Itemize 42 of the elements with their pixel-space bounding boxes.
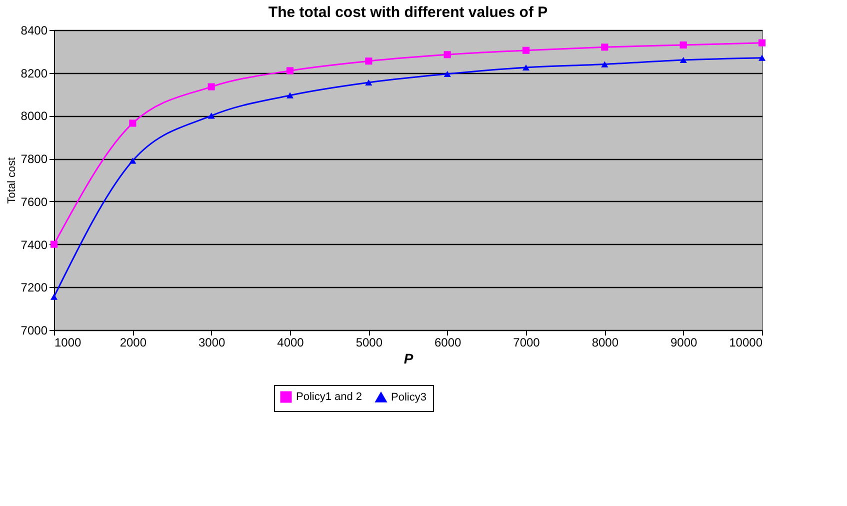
point [522,46,530,54]
y-tick-label: 7800 [20,152,48,166]
x-tick-label: 9000 [670,336,698,350]
point [286,67,294,74]
point [208,83,215,90]
y-tick-label: 7600 [20,194,48,209]
x-axis-title: P [404,350,414,366]
x-tick-label: 1000 [54,336,82,350]
point [286,92,294,98]
x-tick-label: 6000 [434,336,462,350]
chart-title: The total cost with different values of P [268,4,548,21]
point [129,120,136,127]
point [444,70,451,77]
y-tick-label: 7400 [20,238,48,252]
y-tick-label: 7000 [20,324,48,338]
y-tick-label: 8000 [20,109,48,124]
legend-label: Policy1 and 2 [296,391,362,403]
point [208,112,215,119]
x-tick-label: 5000 [356,336,383,350]
x-tick-label: 8000 [592,336,619,350]
point [758,54,766,61]
y-tick-label: 7200 [20,280,48,295]
point [129,158,136,164]
point [365,79,372,86]
x-tick-label: 7000 [513,336,540,350]
point [601,44,608,51]
x-tick-label: 10000 [729,336,763,350]
point [680,41,687,49]
x-tick-label: 4000 [277,336,304,350]
point [680,56,687,64]
y-tick-label: 8200 [20,66,48,80]
legend-label: Policy3 [391,391,426,404]
point [522,64,530,71]
x-tick-label: 3000 [198,336,226,350]
y-tick-label: 8400 [20,24,48,38]
point [758,39,766,46]
point [50,294,58,300]
x-tick-label: 2000 [120,336,147,350]
point [601,61,608,68]
point [444,51,451,58]
y-axis-title: Total cost [6,157,18,204]
point [365,58,372,65]
